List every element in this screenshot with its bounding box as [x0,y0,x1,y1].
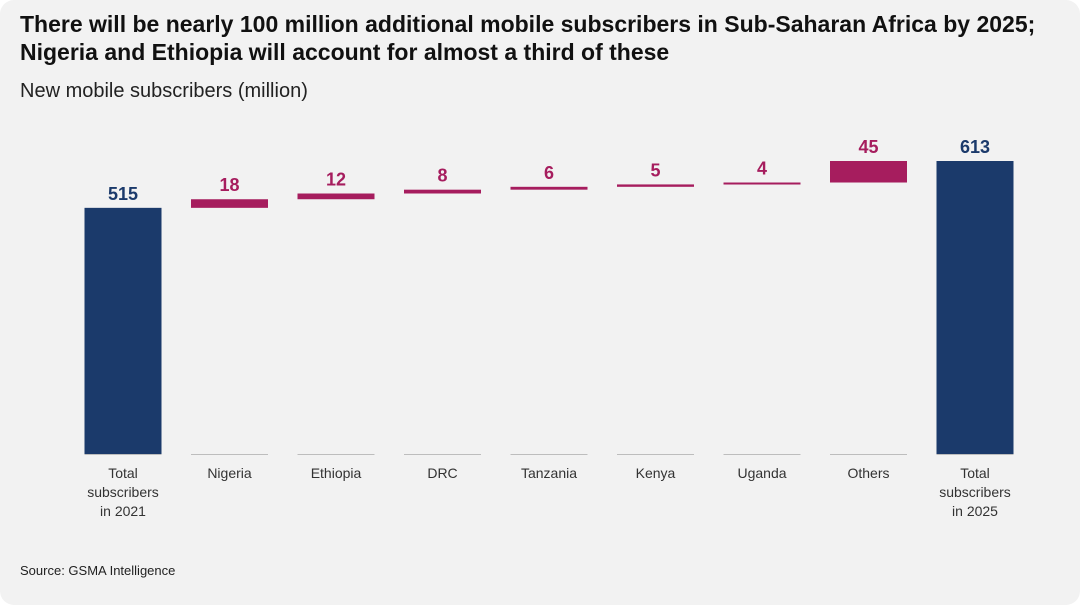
category-label-line: in 2025 [952,503,998,519]
category-label-line: Nigeria [207,465,252,481]
source-note: Source: GSMA Intelligence [20,563,176,578]
category-label-line: subscribers [939,484,1011,500]
category-label: Total subscribers in 2025 [939,465,1011,519]
category-label-line: Tanzania [521,465,577,481]
category-label: Others [847,465,889,481]
data-label: 613 [960,137,990,157]
category-label: Uganda [737,465,786,481]
increment-bar [297,193,375,200]
total-bar [84,207,162,454]
increment-bar [404,189,481,194]
data-label: 8 [437,166,447,186]
category-label-line: Others [847,465,889,481]
data-label: 12 [326,170,346,190]
data-label: 4 [757,159,767,179]
increment-bar [723,182,801,185]
data-label: 515 [108,184,138,204]
category-label: DRC [427,465,457,481]
category-label-line: Total [960,465,990,481]
category-label: Kenya [636,465,676,481]
category-label-line: in 2021 [100,503,146,519]
total-bar [936,161,1014,454]
chart-subtitle: New mobile subscribers (million) [20,80,308,102]
category-label-line: subscribers [87,484,159,500]
increment-bar [510,186,588,190]
increment-bar [191,199,268,208]
increment-bar [617,184,694,187]
data-label: 45 [858,137,878,157]
category-label: Nigeria [207,465,252,481]
data-label: 5 [650,160,660,180]
category-label: Ethiopia [311,465,362,481]
category-label-line: DRC [427,465,457,481]
category-label-line: Kenya [636,465,676,481]
category-label-line: Total [108,465,138,481]
increment-bar [830,161,907,183]
data-label: 18 [219,175,239,195]
category-label-line: Uganda [737,465,786,481]
data-label: 6 [544,163,554,183]
chart-title: There will be nearly 100 million additio… [20,11,1036,65]
category-label: Tanzania [521,465,577,481]
category-label: Total subscribers in 2021 [87,465,159,519]
category-label-line: Ethiopia [311,465,362,481]
